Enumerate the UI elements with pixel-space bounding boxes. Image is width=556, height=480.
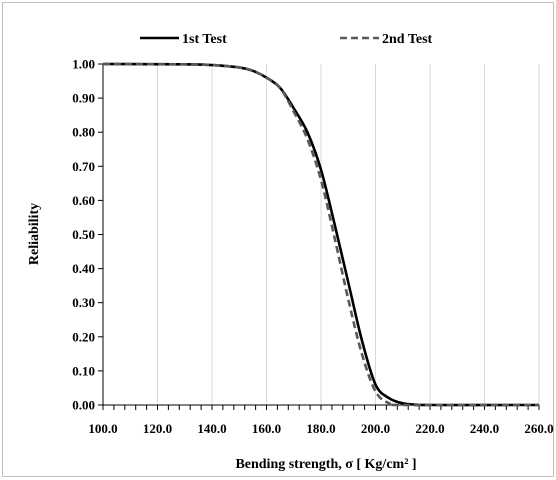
x-tick-label: 140.0 xyxy=(197,421,226,436)
y-tick-label: 0.00 xyxy=(72,398,95,413)
legend-label: 2nd Test xyxy=(382,32,433,47)
y-tick-label: 0.20 xyxy=(72,329,95,344)
x-tick-label: 160.0 xyxy=(252,421,281,436)
x-tick-label: 200.0 xyxy=(361,421,390,436)
y-tick-label: 0.50 xyxy=(72,227,95,242)
x-axis-title: Bending strength, σ [ Kg/cm² ] xyxy=(235,457,416,472)
x-tick-label: 120.0 xyxy=(143,421,172,436)
y-tick-label: 0.40 xyxy=(72,261,95,276)
y-tick-label: 0.60 xyxy=(72,193,95,208)
legend-label: 1st Test xyxy=(182,32,227,47)
legend: 1st Test 2nd Test xyxy=(140,32,433,47)
y-tick-label: 0.30 xyxy=(72,295,95,310)
y-tick-label: 0.70 xyxy=(72,159,95,174)
y-tick-label: 0.90 xyxy=(72,91,95,106)
y-axis-title: Reliability xyxy=(27,203,42,265)
y-tick-label: 1.00 xyxy=(72,57,95,72)
grid-layer xyxy=(157,64,540,405)
y-tick-label: 0.10 xyxy=(72,363,95,378)
x-tick-label: 180.0 xyxy=(306,421,335,436)
x-tick-label: 260.0 xyxy=(524,421,553,436)
x-tick-label: 240.0 xyxy=(470,421,499,436)
reliability-chart: 100.0 120.0 140.0 160.0 180.0 200.0 220.0 240.0… xyxy=(27,32,554,472)
x-tick-label: 220.0 xyxy=(415,421,444,436)
x-tick-label: 100.0 xyxy=(88,421,117,436)
axes-layer xyxy=(98,63,540,410)
series-layer xyxy=(102,62,540,407)
ticks-layer: 100.0 120.0 140.0 160.0 180.0 200.0 220.0 240.0… xyxy=(72,57,553,437)
y-tick-label: 0.80 xyxy=(72,125,95,140)
series-line-2nd-test xyxy=(102,62,540,407)
